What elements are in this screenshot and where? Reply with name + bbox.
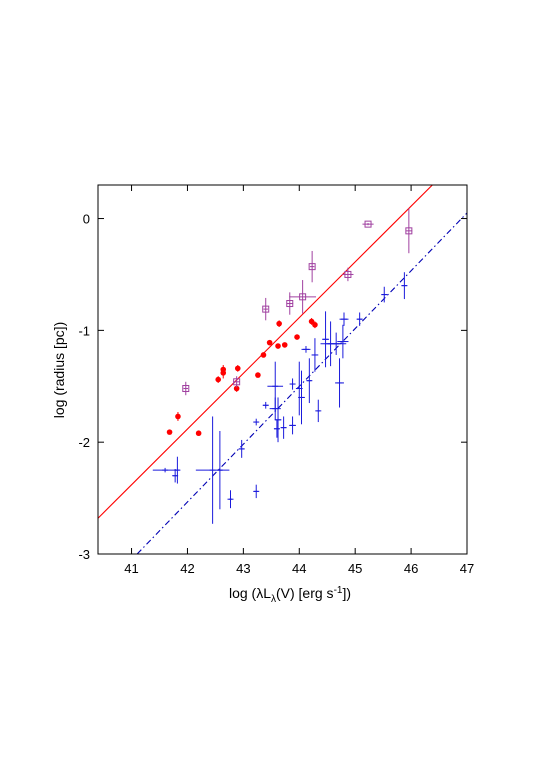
data-point: [401, 272, 408, 300]
data-point: [294, 334, 300, 340]
point-marker: [275, 343, 281, 349]
data-point: [266, 339, 273, 346]
data-point: [175, 411, 181, 421]
y-tick-label: 0: [83, 212, 90, 227]
data-point: [356, 312, 363, 326]
data-point: [227, 490, 234, 509]
point-marker: [182, 385, 190, 393]
data-point: [269, 397, 281, 420]
data-point: [273, 419, 280, 438]
x-tick-label: 42: [180, 561, 194, 576]
data-point: [301, 346, 311, 353]
point-marker: [405, 227, 413, 235]
data-point: [339, 312, 349, 326]
data-point: [335, 358, 344, 408]
data-point: [216, 431, 223, 510]
plot-frame: [97, 184, 468, 555]
fit-line-1: [98, 185, 434, 519]
data-point: [289, 280, 317, 314]
data-point: [260, 352, 267, 358]
point-marker: [294, 334, 300, 340]
point-marker: [308, 263, 316, 271]
data-point: [281, 342, 288, 348]
point-marker: [260, 352, 267, 358]
data-point: [286, 292, 294, 315]
x-tick-label: 44: [292, 561, 306, 576]
point-marker: [255, 372, 261, 378]
x-tick-label: 43: [236, 561, 250, 576]
point-marker: [364, 220, 372, 228]
data-point: [182, 381, 190, 396]
data-point: [289, 378, 296, 390]
point-marker: [312, 321, 318, 328]
point-marker: [299, 293, 307, 301]
data-point: [195, 416, 230, 524]
x-axis-label: log (λLλ(V) [erg s-1]): [229, 585, 351, 605]
data-point: [262, 297, 270, 321]
data-point: [298, 370, 305, 425]
axis-ticks: 41 42 43 44 45 46 47 -3 -2 -1 0: [78, 185, 474, 576]
data-point: [234, 365, 241, 372]
x-tick-label: 46: [404, 561, 418, 576]
point-marker: [262, 305, 270, 313]
y-tick-label: -3: [78, 547, 90, 562]
data-point: [172, 469, 179, 483]
point-marker: [286, 300, 294, 308]
data-point: [308, 250, 316, 283]
y-tick-label: -2: [78, 435, 90, 450]
data-point: [289, 416, 296, 435]
data-point: [253, 418, 260, 426]
data-point: [405, 208, 413, 254]
x-tick-label: 47: [460, 561, 474, 576]
point-marker: [166, 429, 173, 435]
data-point: [152, 467, 178, 473]
data-point: [311, 338, 319, 372]
y-tick-label: -1: [78, 323, 90, 338]
point-marker: [234, 365, 241, 372]
data-point: [362, 220, 374, 228]
data-point: [342, 267, 354, 282]
fit-lines: [98, 185, 467, 554]
point-marker: [276, 320, 282, 327]
series-filled-circle: [166, 318, 318, 437]
data-series: [152, 208, 413, 524]
data-point: [274, 397, 282, 443]
data-point: [276, 320, 282, 328]
data-point: [262, 401, 269, 409]
data-point: [233, 376, 241, 388]
data-point: [215, 376, 222, 383]
x-tick-label: 45: [348, 561, 362, 576]
data-point: [322, 311, 329, 368]
point-marker: [233, 385, 240, 392]
y-axis-label: log (radius [pc]): [51, 322, 67, 418]
data-point: [275, 343, 281, 349]
point-marker: [220, 366, 227, 373]
point-marker: [195, 430, 202, 437]
data-point: [166, 429, 173, 435]
data-point: [255, 372, 261, 378]
data-point: [253, 484, 260, 499]
data-point: [238, 439, 245, 458]
point-marker: [281, 342, 288, 348]
point-marker: [233, 378, 241, 386]
fit-line-2: [136, 212, 467, 554]
data-point: [337, 324, 349, 359]
data-point: [315, 399, 322, 423]
data-point: [312, 321, 318, 329]
point-marker: [266, 339, 273, 346]
series-open-square: [182, 208, 413, 396]
point-marker: [344, 270, 352, 278]
data-point: [195, 430, 202, 437]
point-marker: [215, 376, 222, 383]
data-point: [381, 286, 388, 303]
data-point: [306, 358, 313, 404]
point-marker: [175, 413, 181, 420]
series-cross: [152, 272, 408, 524]
data-point: [280, 416, 287, 439]
x-tick-label: 41: [124, 561, 138, 576]
data-point: [220, 365, 227, 374]
